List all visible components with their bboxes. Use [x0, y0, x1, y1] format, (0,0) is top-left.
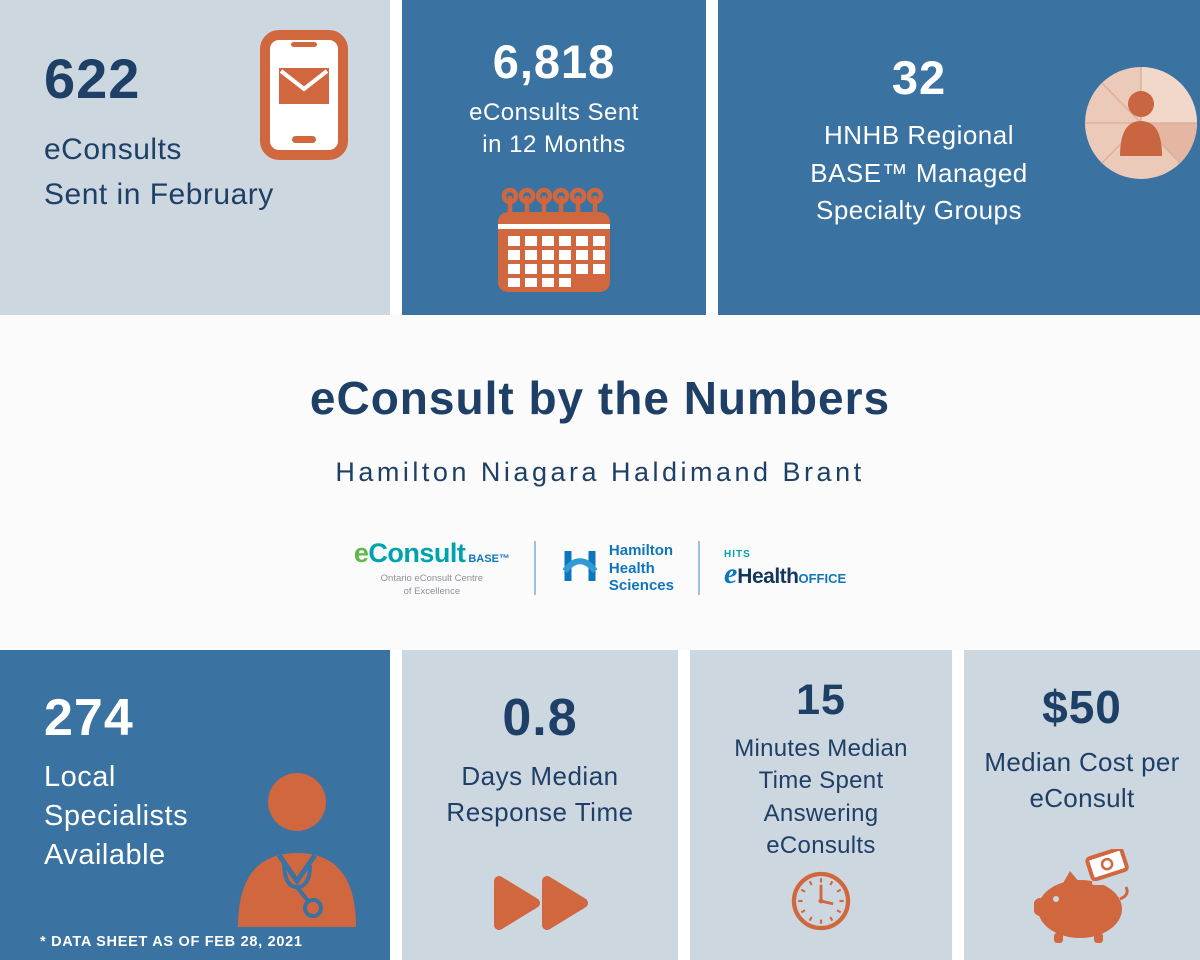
econsult-subtext: Ontario eConsult Centre of Excellence [380, 573, 484, 597]
ehealth-word: Health [737, 565, 799, 589]
stat-card-median-cost: $50 Median Cost per eConsult [964, 650, 1200, 960]
piggy-bank-icon [1033, 846, 1130, 948]
stat-card-specialty-groups: 32 HNHB Regional BASE™ Managed Specialty… [718, 0, 1200, 315]
specialty-groups-text: 32 HNHB Regional BASE™ Managed Specialty… [796, 50, 1042, 230]
hamilton-health-sciences-logo: Hamilton Health Sciences [560, 542, 674, 594]
hhs-h-icon [560, 546, 600, 591]
doctor-icon [230, 769, 364, 932]
stat-card-local-specialists: 274 Local Specialists Available * DATA S… [0, 650, 390, 960]
stat-label-time-spent: Minutes Median Time Spent Answering eCon… [734, 735, 908, 860]
stat-label-12-months: eConsults Sent in 12 Months [469, 99, 639, 159]
stat-card-econsults-february: 622 eConsults Sent in February [0, 0, 390, 315]
top-stats-row: 622 eConsults Sent in February 6,818 eCo… [0, 0, 1200, 315]
econsult-word: Consult [368, 538, 466, 568]
logo-row: eConsult BASE™ Ontario eConsult Centre of… [0, 538, 1200, 599]
stat-value-time-spent: 15 [796, 676, 846, 724]
econsult-e: e [353, 538, 369, 568]
stat-card-response-time: 0.8 Days Median Response Time [402, 650, 678, 960]
person-pie-icon [1082, 64, 1200, 187]
bottom-stats-row: 274 Local Specialists Available * DATA S… [0, 650, 1200, 960]
stat-value-response-time: 0.8 [502, 689, 578, 747]
stat-value-median-cost: $50 [1042, 681, 1122, 733]
stat-value-specialists: 274 [44, 689, 134, 747]
stat-label-median-cost: Median Cost per eConsult [984, 747, 1180, 814]
stat-label-specialists: Local Specialists Available [44, 761, 189, 872]
logo-divider [697, 541, 700, 596]
econsult-base-tag: BASE™ [468, 553, 510, 565]
ehealth-office-wordmark: eHealthOFFICE [723, 557, 847, 591]
stat-value-12-months: 6,818 [492, 35, 616, 88]
data-sheet-footnote: * DATA SHEET AS OF FEB 28, 2021 [40, 934, 303, 950]
phone-mail-icon [260, 30, 348, 165]
fast-forward-icon [489, 871, 591, 940]
stat-card-econsults-12-months: 6,818 eConsults Sent in 12 Months [402, 0, 706, 315]
stat-card-time-spent: 15 Minutes Median Time Spent Answering e… [690, 650, 952, 960]
stat-label-response-time: Days Median Response Time [446, 761, 634, 828]
hits-ehealth-office-logo: HITS eHealthOFFICE [723, 549, 847, 591]
center-band: eConsult by the Numbers Hamilton Niagara… [0, 315, 1200, 650]
calendar-icon [496, 186, 612, 297]
econsult-wordmark: eConsult BASE™ [354, 538, 510, 569]
hhs-wordmark: Hamilton Health Sciences [608, 542, 674, 594]
econsult-base-logo: eConsult BASE™ Ontario eConsult Centre of… [354, 538, 510, 599]
page-title: eConsult by the Numbers [309, 372, 891, 424]
page-subtitle: Hamilton Niagara Haldimand Brant [335, 457, 865, 487]
logo-divider [533, 541, 536, 596]
hits-tag: HITS [723, 549, 751, 561]
clock-icon [789, 869, 853, 938]
stat-value-specialty-groups: 32 [891, 51, 947, 104]
office-word: OFFICE [798, 571, 847, 587]
stat-value-february: 622 [44, 47, 141, 110]
stat-label-february: eConsults Sent in February [44, 133, 274, 211]
ehealth-e: e [723, 557, 738, 591]
stat-label-specialty-groups: HNHB Regional BASE™ Managed Specialty Gr… [810, 120, 1028, 226]
